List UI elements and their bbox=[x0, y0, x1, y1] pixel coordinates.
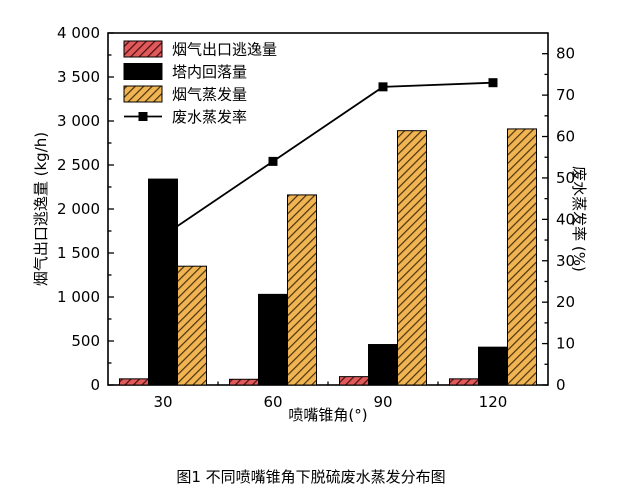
y-tick-label: 3 500 bbox=[57, 68, 100, 86]
legend-swatch-2 bbox=[123, 63, 163, 80]
y2-tick-label: 10 bbox=[556, 335, 575, 353]
x-tick-label: 60 bbox=[263, 393, 282, 411]
legend-marker-swatch bbox=[138, 112, 148, 121]
x-axis-title: 喷嘴锥角(°) bbox=[288, 406, 367, 424]
y-tick-label: 2 000 bbox=[57, 200, 100, 218]
figure-caption: 图1 不同喷嘴锥角下脱硫废水蒸发分布图 bbox=[176, 468, 445, 486]
bar-3-60 bbox=[287, 194, 317, 386]
legend-swatch-3 bbox=[123, 85, 163, 103]
legend-label-4: 废水蒸发率 bbox=[172, 108, 247, 126]
line-evaporation-rate bbox=[162, 81, 494, 237]
bar-1-30 bbox=[119, 378, 149, 386]
y2-tick-label: 0 bbox=[556, 376, 566, 394]
y-tick-label: 3 000 bbox=[57, 112, 100, 130]
y-tick-label: 1 000 bbox=[57, 288, 100, 306]
line-point-90 bbox=[378, 82, 388, 92]
y2-axis-title: 废水蒸发率 (%) bbox=[570, 166, 588, 272]
bar-3-30 bbox=[177, 265, 207, 386]
y2-tick-label: 20 bbox=[556, 293, 575, 311]
bar-1-90 bbox=[339, 376, 369, 386]
bar-2-120 bbox=[478, 346, 508, 386]
x-tick-label: 120 bbox=[479, 393, 508, 411]
y-tick-label: 2 500 bbox=[57, 156, 100, 174]
bar-1-60 bbox=[229, 378, 259, 386]
bar-3-90 bbox=[397, 130, 427, 386]
bar-3-120 bbox=[507, 128, 537, 386]
y-axis-title: 烟气出口逃逸量 (kg/h) bbox=[32, 132, 50, 286]
legend-label-3: 烟气蒸发量 bbox=[172, 86, 247, 104]
legend-swatch-1 bbox=[123, 40, 163, 58]
y2-tick-label: 70 bbox=[556, 86, 575, 104]
x-tick-label: 30 bbox=[153, 393, 172, 411]
y-tick-label: 4 000 bbox=[57, 24, 100, 42]
bar-2-60 bbox=[258, 293, 288, 386]
bar-1-120 bbox=[449, 378, 479, 386]
legend-label-2: 塔内回落量 bbox=[172, 63, 247, 81]
line-point-60 bbox=[268, 156, 278, 166]
y2-tick-label: 80 bbox=[556, 45, 575, 63]
y-tick-label: 1 500 bbox=[57, 244, 100, 262]
line-point-120 bbox=[488, 78, 498, 88]
legend-label-1: 烟气出口逃逸量 bbox=[172, 41, 277, 59]
y-tick-label: 0 bbox=[90, 376, 100, 394]
bar-2-30 bbox=[148, 178, 178, 386]
y2-tick-label: 40 bbox=[556, 210, 575, 228]
y2-tick-label: 30 bbox=[556, 252, 575, 270]
bar-2-90 bbox=[368, 344, 398, 386]
x-tick-label: 90 bbox=[373, 393, 392, 411]
y-tick-label: 500 bbox=[71, 332, 100, 350]
y2-tick-label: 50 bbox=[556, 169, 575, 187]
y2-tick-label: 60 bbox=[556, 128, 575, 146]
